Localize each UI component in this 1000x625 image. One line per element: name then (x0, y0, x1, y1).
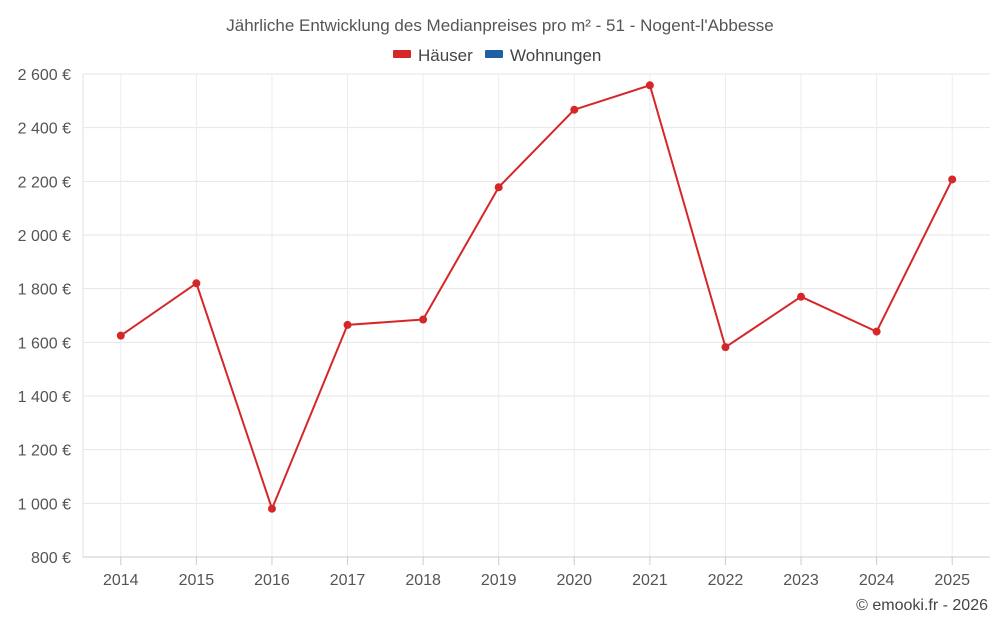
data-point[interactable] (948, 175, 957, 184)
y-tick-label: 1 400 € (18, 389, 71, 406)
data-point[interactable] (645, 81, 654, 90)
axes: 800 € 1 000 € 1 200 € 1 400 € 1 600 € 1 800 €… (18, 67, 990, 589)
x-tick-label: 2014 (103, 572, 139, 589)
data-point[interactable] (570, 105, 579, 114)
data-point[interactable] (872, 327, 881, 336)
y-tick-label: 2 000 € (18, 228, 71, 245)
y-tick-label: 1 000 € (18, 496, 71, 513)
y-tick-label: 2 400 € (18, 121, 71, 138)
legend: Häuser Wohnungen (393, 46, 601, 65)
x-tick-label: 2022 (708, 572, 744, 589)
x-tick-label: 2018 (405, 572, 441, 589)
legend-item-wohnungen[interactable]: Wohnungen (485, 46, 601, 65)
legend-item-haeuser[interactable]: Häuser (393, 46, 473, 65)
x-tick-label: 2025 (934, 572, 970, 589)
data-point[interactable] (343, 320, 352, 329)
x-tick-label: 2016 (254, 572, 290, 589)
y-tick-label: 1 200 € (18, 443, 71, 460)
data-point[interactable] (494, 183, 503, 192)
data-point[interactable] (721, 343, 730, 352)
data-point[interactable] (267, 504, 276, 513)
x-tick-label: 2020 (556, 572, 592, 589)
legend-swatch-haeuser (393, 50, 411, 58)
y-tick-label: 2 200 € (18, 174, 71, 191)
x-tick-label: 2017 (330, 572, 366, 589)
legend-swatch-wohnungen (485, 50, 503, 58)
data-point[interactable] (797, 292, 806, 301)
data-point[interactable] (192, 279, 201, 288)
data-point[interactable] (419, 315, 428, 324)
x-tick-label: 2019 (481, 572, 517, 589)
legend-label-wohnungen: Wohnungen (510, 46, 601, 65)
y-tick-label: 1 800 € (18, 282, 71, 299)
data-point[interactable] (116, 331, 125, 340)
y-tick-label: 800 € (31, 550, 71, 567)
x-tick-label: 2024 (859, 572, 895, 589)
y-tick-label: 2 600 € (18, 67, 71, 84)
series-line (120, 84, 954, 510)
chart-title: Jährliche Entwicklung des Medianpreises … (226, 16, 774, 35)
legend-label-haeuser: Häuser (418, 46, 473, 65)
grid (83, 73, 990, 558)
y-tick-label: 1 600 € (18, 335, 71, 352)
series-haeuser (116, 81, 957, 513)
x-tick-label: 2015 (179, 572, 215, 589)
x-tick-label: 2023 (783, 572, 819, 589)
x-tick-label: 2021 (632, 572, 668, 589)
credit-text: © emooki.fr - 2026 (856, 597, 988, 614)
